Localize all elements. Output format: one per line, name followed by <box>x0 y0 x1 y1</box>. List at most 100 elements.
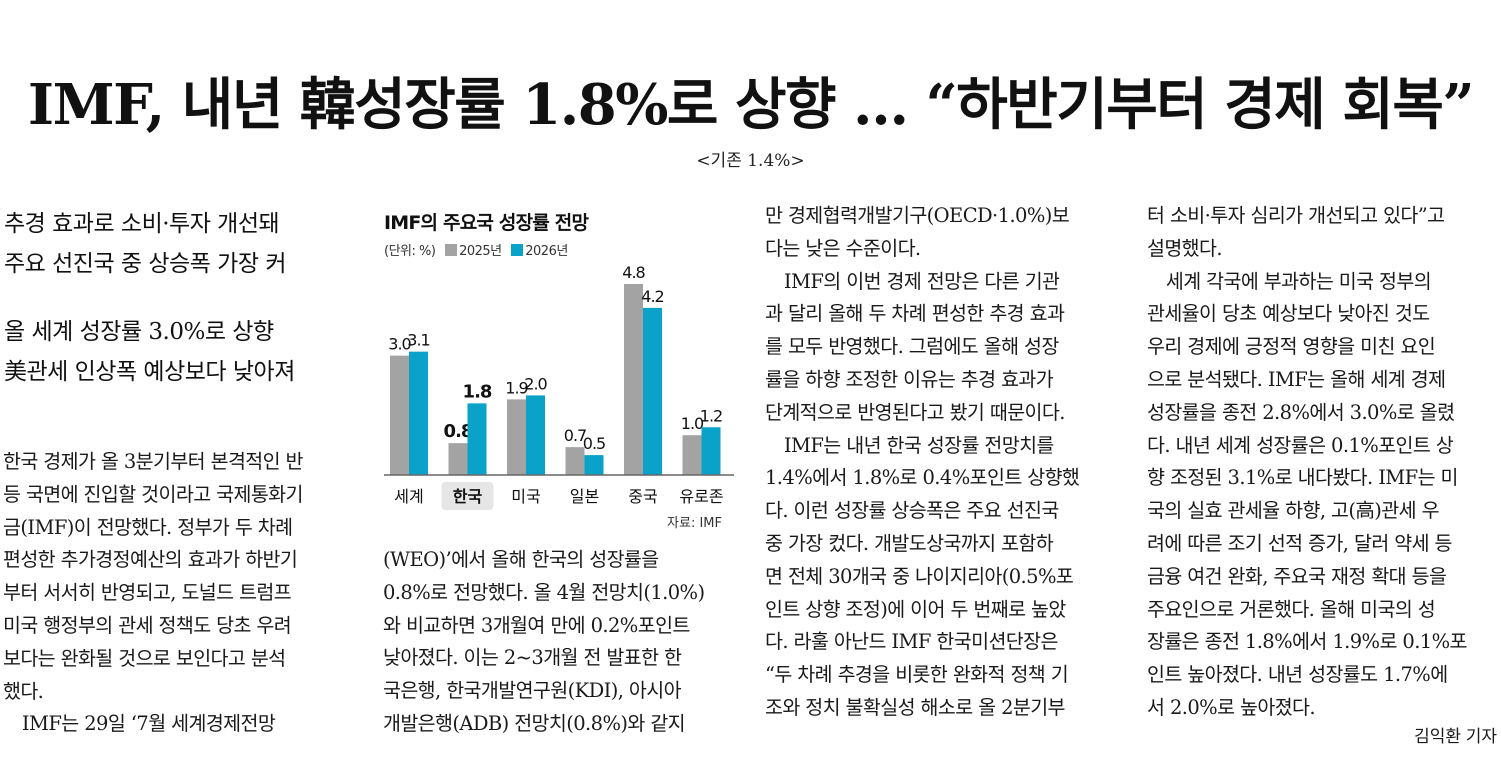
body-text-line: 으로 분석됐다. IMF는 올해 세계 경제 <box>1147 367 1446 391</box>
body-text-line: 터 소비·투자 심리가 개선되고 있다”고 <box>1147 204 1445 227</box>
body-text-line: 인트 높아졌다. 내년 성장률도 1.7%에 <box>1147 663 1448 687</box>
deck-line: 주요 선진국 중 상승폭 가장 커 <box>4 251 286 277</box>
body-text-line: 다. 내년 세계 성장률은 0.1%포인트 상 <box>1147 433 1454 457</box>
bar-세계-2025년 <box>390 355 409 475</box>
category-label-중국: 중국 <box>628 487 657 506</box>
bar-미국-2025년 <box>507 399 526 475</box>
body-text-line: 0.8%로 전망했다. 올 4월 전망치(1.0%) <box>383 580 705 604</box>
legend-label-2025: 2025년 <box>459 244 502 259</box>
body-text-line: “두 차례 추경을 비롯한 완화적 정책 기 <box>765 663 1069 687</box>
data-label-세계-2026년: 3.1 <box>407 331 429 350</box>
data-label-미국-2025년: 1.9 <box>505 378 528 397</box>
bar-한국-2025년 <box>448 443 468 475</box>
body-text-line: 금(IMF)이 전망했다. 정부가 두 차례 <box>3 515 293 539</box>
data-label-미국-2026년: 2.0 <box>524 374 547 393</box>
body-text-line: 국의 실효 관세율 하향, 고(高)관세 우 <box>1147 499 1440 523</box>
body-text-line: 인트 상향 조정)에 이어 두 번째로 높았 <box>765 597 1066 621</box>
category-label-유로존: 유로존 <box>679 487 723 506</box>
headline: IMF, 내년 韓성장률 1.8%로 상향 … “하반기부터 경제 회복” <box>27 72 1475 138</box>
chart-plot: 3.03.1 세계 0.8 1.8 한국 1.92.0 미국 0.70.5 일본 4.8 4.2 중국… <box>384 263 734 510</box>
body-text-line: 향 조정된 3.1%로 내다봤다. IMF는 미 <box>1147 466 1458 490</box>
data-label-중국-2026년: 4.2 <box>641 287 663 306</box>
body-text-line: 개발은행(ADB) 전망치(0.8%)와 같지 <box>383 711 686 735</box>
legend-swatch-2026 <box>511 244 524 256</box>
body-text-line: 조와 정치 불확실성 해소로 올 2분기부 <box>765 695 1066 719</box>
body-text-line: 국은행, 한국개발연구원(KDI), 아시아 <box>383 679 682 703</box>
category-label-일본: 일본 <box>570 487 599 506</box>
body-text-line: 금융 여건 완화, 주요국 재정 확대 등을 <box>1147 564 1447 588</box>
data-label-유로존-2025년: 1.0 <box>681 414 704 433</box>
deck-headline-2: 올 세계 성장률 3.0%로 상향 美관세 인상폭 예상보다 낮아져 <box>4 312 364 392</box>
category-label-세계: 세계 <box>394 487 423 506</box>
body-text-line: 관세율이 당초 예상보다 낮아진 것도 <box>1147 302 1430 326</box>
body-text-line: 단계적으로 반영된다고 봤기 때문이다. <box>765 400 1065 424</box>
deck-line: 올 세계 성장률 3.0%로 상향 <box>4 319 274 345</box>
chart-title: IMF의 주요국 성장률 전망 <box>384 212 589 234</box>
body-text-line: 세계 각국에 부과하는 미국 정부의 <box>1147 269 1432 293</box>
bar-중국-2025년 <box>624 284 643 475</box>
bar-일본-2026년 <box>584 455 604 475</box>
highlight-category-bg <box>441 482 494 510</box>
body-text-line: 장률은 종전 1.8%에서 1.9%로 0.1%포 <box>1147 630 1467 654</box>
data-label-일본-2025년: 0.7 <box>564 426 586 445</box>
article-column-2: (WEO)’에서 올해 한국의 성장률을 0.8%로 전망했다. 올 4월 전망치… <box>383 544 705 741</box>
bar-일본-2025년 <box>565 447 585 475</box>
body-text-line: 와 비교하면 3개월여 만에 0.2%포인트 <box>383 613 690 637</box>
body-text-line: 낮아졌다. 이는 2~3개월 전 발표한 한 <box>383 646 682 670</box>
body-text-line: 우리 경제에 긍정적 영향을 미친 요인 <box>1147 335 1436 359</box>
category-label-한국: 한국 <box>453 487 483 506</box>
body-text-line: 만 경제협력개발기구(OECD·1.0%)보 <box>765 204 1070 227</box>
data-label-한국-2025년: 0.8 <box>444 421 473 442</box>
body-text-line: 미국 행정부의 관세 정책도 당초 우려 <box>3 613 292 637</box>
body-text-line: 률을 하향 조정한 이유는 추경 효과가 <box>765 367 1054 391</box>
body-text-line: 한국 경제가 올 3분기부터 본격적인 반 <box>3 450 304 473</box>
body-text-line: 과 달리 올해 두 차례 편성한 추경 효과 <box>765 302 1065 326</box>
body-text-line: 면 전체 30개국 중 나이지리아(0.5%포 <box>765 564 1074 588</box>
chart-source: 자료: IMF <box>667 516 722 531</box>
data-label-중국-2025년: 4.8 <box>622 263 645 282</box>
body-text-line: 려에 따른 조기 선적 증가, 달러 약세 등 <box>1147 531 1452 555</box>
bar-유로존-2026년 <box>701 427 721 475</box>
data-label-유로존-2026년: 1.2 <box>700 406 722 425</box>
byline: 김익환 기자 <box>1414 727 1497 746</box>
body-text-line: 서 2.0%로 높아졌다. <box>1147 695 1316 719</box>
headline-subnote: <기존 1.4%> <box>696 151 805 171</box>
body-text-line: 다. 이런 성장률 상승폭은 주요 선진국 <box>765 499 1059 523</box>
data-label-세계-2025년: 3.0 <box>388 335 411 354</box>
legend-swatch-2025 <box>445 244 458 256</box>
body-text-line: 를 모두 반영했다. 그럼에도 올해 성장 <box>765 335 1059 359</box>
body-text-line: 다. 라훌 아난드 IMF 한국미션단장은 <box>765 630 1058 654</box>
body-text-line: 중 가장 컸다. 개발도상국까지 포함하 <box>765 531 1054 555</box>
body-text-line: 등 국면에 진입할 것이라고 국제통화기 <box>3 482 303 506</box>
body-text-line: (WEO)’에서 올해 한국의 성장률을 <box>383 548 659 571</box>
category-label-미국: 미국 <box>511 487 540 506</box>
body-text-line: IMF의 이번 경제 전망은 다른 기관 <box>765 269 1060 293</box>
data-label-한국-2026년: 1.8 <box>463 381 492 402</box>
body-text-line: 성장률을 종전 2.8%에서 3.0%로 올렸 <box>1147 400 1455 424</box>
body-text-line: 편성한 추가경정예산의 효과가 하반기 <box>3 548 298 572</box>
body-text-line: 보다는 완화될 것으로 보인다고 분석 <box>3 646 286 670</box>
bar-한국-2026년 <box>467 403 487 475</box>
body-text-line: IMF는 내년 한국 성장률 전망치를 <box>765 433 1054 457</box>
chart-unit-label: (단위: %) <box>384 244 436 259</box>
deck-line: 美관세 인상폭 예상보다 낮아져 <box>4 359 295 385</box>
body-text-line: 부터 서서히 반영되고, 도널드 트럼프 <box>3 581 292 605</box>
body-text-line: 했다. <box>3 679 44 703</box>
chart-legend: (단위: %) 2025년 2026년 <box>384 240 568 259</box>
body-text-line: 1.4%에서 1.8%로 0.4%포인트 상향했 <box>765 466 1080 490</box>
body-text-line: 설명했다. <box>1147 236 1223 260</box>
legend-label-2026: 2026년 <box>525 244 568 259</box>
body-text-line: 주요인으로 거론했다. 올해 미국의 성 <box>1147 597 1436 621</box>
body-text-line: IMF는 29일 ‘7월 세계경제전망 <box>3 712 276 736</box>
bar-중국-2026년 <box>643 307 662 475</box>
bar-미국-2026년 <box>526 395 545 475</box>
bar-세계-2026년 <box>409 351 428 475</box>
body-text-line: 다는 낮은 수준이다. <box>765 236 921 260</box>
growth-forecast-chart: IMF의 주요국 성장률 전망 (단위: %) 2025년 2026년 3.0 3… <box>380 200 740 540</box>
deck-line: 추경 효과로 소비·투자 개선돼 <box>4 211 280 237</box>
bar-유로존-2025년 <box>682 435 702 475</box>
